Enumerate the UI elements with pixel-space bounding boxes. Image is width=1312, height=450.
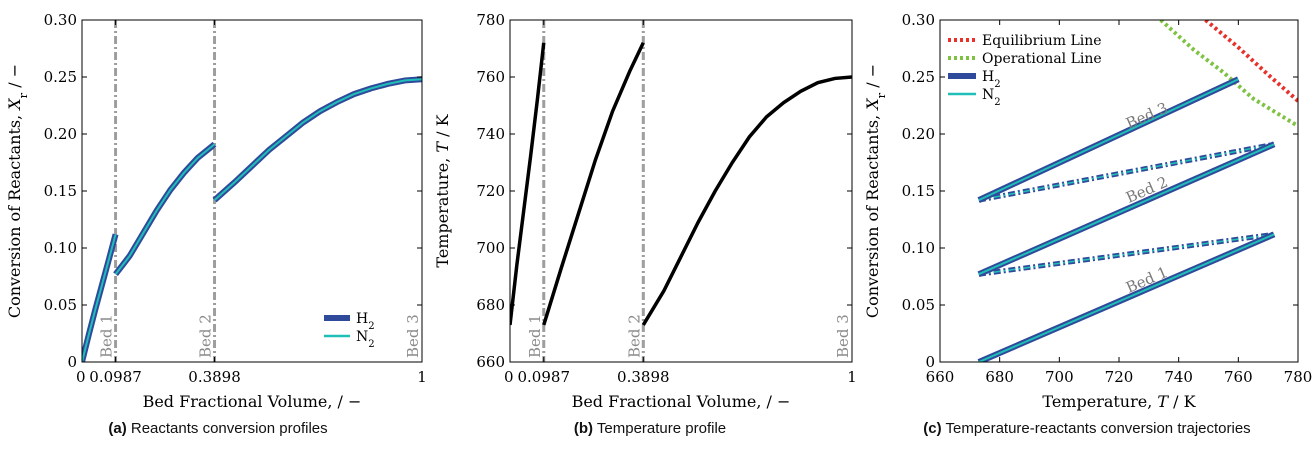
trajectory-n2 bbox=[978, 143, 1275, 276]
x-axis-label: Temperature, T / K bbox=[1042, 392, 1196, 411]
x-axis-label: Bed Fractional Volume, / − bbox=[572, 392, 791, 411]
y-tick-label: 0.05 bbox=[44, 296, 77, 314]
y-tick-label: 0.20 bbox=[44, 125, 77, 143]
legend-label: H2 bbox=[356, 311, 375, 332]
chart-c: 660 680 700 720 740 760 780 0 0.05 0.10 0.15 0.20 0.… bbox=[863, 11, 1312, 411]
series-line-temperature bbox=[542, 42, 645, 326]
y-tick-label: 680 bbox=[476, 296, 505, 314]
operational-line bbox=[1159, 20, 1298, 128]
y-tick-label: 0.15 bbox=[44, 182, 77, 200]
bed-label: Bed 2 bbox=[625, 314, 643, 358]
y-tick-label: 740 bbox=[476, 125, 505, 143]
bed-label: Bed 3 bbox=[834, 314, 852, 358]
y-tick-label: 780 bbox=[476, 11, 505, 29]
bed-label: Bed 1 bbox=[526, 314, 544, 358]
y-tick-label: 700 bbox=[476, 239, 505, 257]
x-tick-label: 0.0987 bbox=[518, 368, 571, 386]
y-tick-label: 760 bbox=[476, 68, 505, 86]
x-tick-label: 0.0987 bbox=[89, 368, 142, 386]
series-line-temperature bbox=[641, 75, 852, 326]
x-axis-label: Bed Fractional Volume, / − bbox=[143, 392, 362, 411]
y-tick-label: 0.10 bbox=[44, 239, 77, 257]
y-tick-label: 0.25 bbox=[902, 68, 935, 86]
plot-area-c bbox=[977, 20, 1298, 362]
x-tick-label: 740 bbox=[1164, 368, 1193, 386]
trajectory-n2 bbox=[978, 233, 1275, 362]
trajectory-n2 bbox=[978, 78, 1239, 202]
axes-frame-b bbox=[509, 19, 853, 363]
legend-label: Equilibrium Line bbox=[982, 33, 1102, 49]
series-line-h2 bbox=[212, 76, 422, 203]
y-axis-label: Conversion of Reactants, Xr / − bbox=[5, 64, 30, 318]
x-tick-label: 760 bbox=[1224, 368, 1253, 386]
quench-line-n2 bbox=[978, 143, 1275, 201]
y-tick-label: 0 bbox=[925, 353, 935, 371]
plot-area-b bbox=[510, 20, 852, 362]
x-tick-label: 780 bbox=[1284, 368, 1312, 386]
x-tick-label: 700 bbox=[1045, 368, 1074, 386]
figure-canvas: 0 0.0987 0.3898 100.050.100.150.200.250.30B… bbox=[5, 11, 1312, 411]
legend-label: Operational Line bbox=[982, 51, 1102, 67]
legend-label: N2 bbox=[982, 87, 1001, 108]
x-tick-label: 680 bbox=[985, 368, 1014, 386]
x-tick-label: 720 bbox=[1105, 368, 1134, 386]
series-line-n2 bbox=[213, 78, 422, 201]
legend-label: N2 bbox=[356, 329, 375, 350]
y-tick-label: 720 bbox=[476, 182, 505, 200]
x-tick-label: 1 bbox=[847, 368, 857, 386]
bed-label: Bed 3 bbox=[404, 314, 422, 358]
bed-label: Bed 2 bbox=[197, 314, 215, 358]
series-line-temperature bbox=[510, 42, 546, 326]
equilibrium-line bbox=[1204, 20, 1298, 103]
caption-a: (a) Reactants conversion profiles bbox=[108, 420, 328, 437]
legend-label: H2 bbox=[982, 69, 1001, 90]
x-tick-label: 0.3898 bbox=[617, 368, 670, 386]
y-tick-label: 0 bbox=[67, 353, 77, 371]
y-tick-label: 0.10 bbox=[902, 239, 935, 257]
axes-frame-a bbox=[81, 19, 423, 363]
caption-c: (c) Temperature-reactants conversion tra… bbox=[923, 420, 1251, 437]
y-tick-label: 0.15 bbox=[902, 182, 935, 200]
quench-line-n2 bbox=[978, 233, 1275, 275]
x-tick-label: 0.3898 bbox=[188, 368, 241, 386]
x-tick-label: 1 bbox=[417, 368, 427, 386]
y-tick-label: 0.05 bbox=[902, 296, 935, 314]
x-tick-label: 660 bbox=[926, 368, 955, 386]
x-tick-label: 0 bbox=[76, 368, 86, 386]
plot-area-a bbox=[82, 20, 422, 362]
y-tick-label: 0.20 bbox=[902, 125, 935, 143]
caption-b: (b) Temperature profile bbox=[573, 420, 727, 437]
series-line-n2 bbox=[114, 143, 216, 275]
y-axis-label: Conversion of Reactants, Xr / − bbox=[863, 64, 888, 318]
y-tick-label: 660 bbox=[476, 353, 505, 371]
y-axis-label: Temperature, T / K bbox=[433, 113, 452, 267]
chart-a: 0 0.0987 0.3898 100.050.100.150.200.250.30B… bbox=[5, 11, 427, 411]
x-tick-label: 0 bbox=[504, 368, 514, 386]
series-line-n2 bbox=[82, 234, 117, 362]
chart-b: 0 0.0987 0.3898 1 660 680 700 720 740 760 780 Bed F… bbox=[433, 11, 857, 411]
y-tick-label: 0.30 bbox=[44, 11, 77, 29]
bed-label: Bed 1 bbox=[98, 314, 116, 358]
bed-label: Bed 3 bbox=[1123, 99, 1170, 133]
y-tick-label: 0.30 bbox=[902, 11, 935, 29]
y-tick-label: 0.25 bbox=[44, 68, 77, 86]
